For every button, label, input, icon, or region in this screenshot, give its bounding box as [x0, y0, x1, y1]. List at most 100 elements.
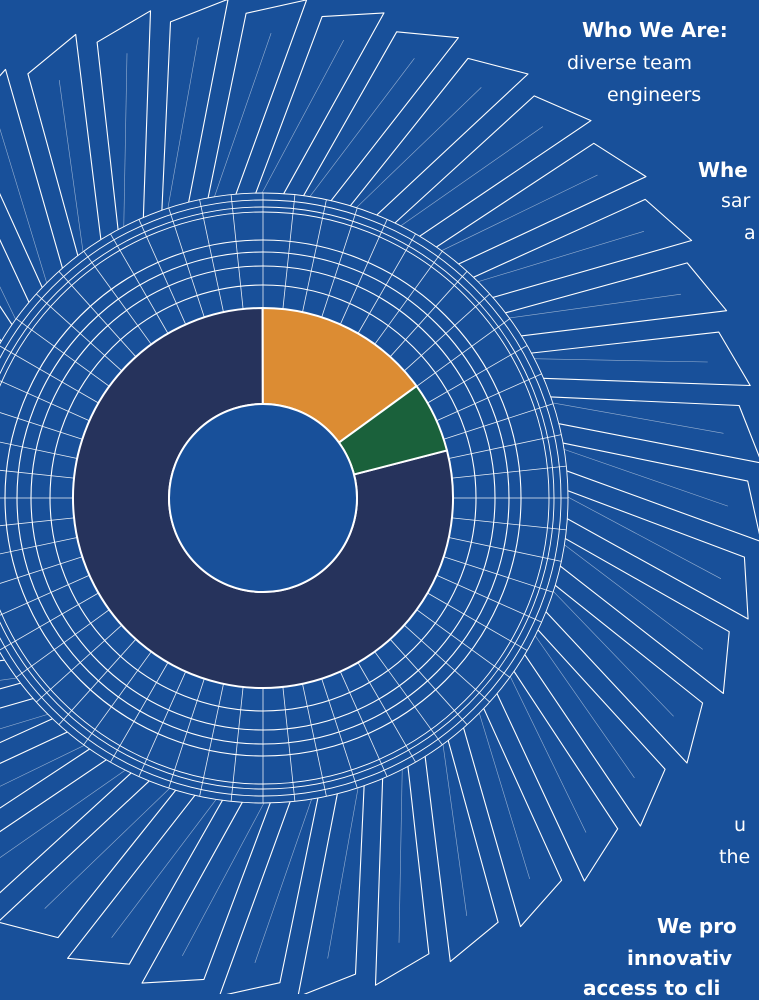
blade-detail-line	[58, 80, 85, 261]
we-provide-line-3: access to cli	[583, 976, 721, 1000]
hub-spoke	[436, 574, 542, 623]
donut-hub	[168, 403, 358, 593]
hub-spoke	[0, 441, 78, 459]
text-fragment-the: the	[719, 846, 751, 868]
blade-detail-line	[506, 668, 587, 833]
blade-outline	[417, 142, 647, 274]
hub-spoke	[199, 683, 224, 797]
hub-spoke	[416, 609, 511, 678]
we-provide-line-2: innovativ	[627, 946, 733, 970]
hub-spoke	[302, 199, 327, 313]
hub-spoke	[36, 293, 123, 372]
blade-detail-line	[349, 87, 482, 215]
hub-spoke	[58, 271, 137, 358]
hub-spoke	[0, 592, 99, 651]
hub-spoke	[357, 233, 416, 334]
blade-detail-line	[500, 293, 681, 320]
blade-detail-line	[546, 584, 674, 717]
hub-spoke	[321, 678, 358, 789]
blade-detail-line	[525, 358, 708, 363]
blade-detail-line	[0, 128, 50, 292]
blade-outline	[421, 718, 499, 963]
where-line-1: sar	[721, 190, 751, 212]
blade-detail-line	[529, 628, 635, 778]
hub-spoke	[0, 517, 75, 527]
blade-outline	[247, 12, 385, 214]
hub-spoke	[83, 651, 152, 746]
blade-outline	[456, 688, 563, 928]
blade-detail-line	[166, 37, 199, 218]
hub-spoke	[427, 592, 528, 651]
blade-outline	[141, 782, 279, 984]
hub-spoke	[110, 662, 169, 763]
hub-spoke	[302, 683, 327, 797]
blade-detail-line	[398, 760, 403, 943]
blade-outline	[487, 652, 619, 882]
hub-spoke	[15, 609, 110, 678]
hub-spoke	[403, 293, 490, 372]
blade-detail-line	[476, 704, 530, 879]
blade-detail-line	[393, 126, 543, 232]
blade-detail-line	[44, 781, 177, 909]
hub-spoke	[374, 250, 443, 345]
hub-spoke	[357, 662, 416, 763]
blade-detail-line	[433, 174, 598, 255]
hub-spoke	[0, 556, 83, 584]
blade-outline	[541, 438, 759, 542]
blade-detail-line	[257, 39, 344, 202]
blade-outline	[292, 31, 459, 219]
hub-spoke	[339, 671, 388, 777]
hub-spoke	[168, 207, 205, 318]
hub-spoke	[448, 537, 562, 562]
hub-spoke	[83, 250, 152, 345]
hub-spoke	[230, 686, 244, 802]
hub-spoke	[321, 207, 358, 318]
hub-spoke	[427, 345, 528, 404]
blade-detail-line	[0, 711, 57, 730]
hub-spoke	[451, 465, 567, 479]
hub-spoke	[230, 194, 244, 310]
hub-spoke	[389, 638, 468, 725]
blade-outline	[219, 776, 323, 994]
text-fragment-u: u	[734, 814, 747, 836]
blade-outline	[542, 527, 730, 694]
blade-outline	[483, 262, 728, 340]
blade-detail-line	[0, 286, 20, 328]
blade-outline	[378, 95, 592, 250]
hub-spoke	[389, 271, 468, 358]
blade-outline	[203, 0, 308, 220]
blade-outline	[530, 571, 704, 764]
who-we-are-heading: Who We Are:	[582, 18, 728, 42]
blade-detail-line	[304, 58, 415, 205]
where-heading: Whe	[698, 158, 748, 182]
hub-spoke	[416, 318, 511, 387]
hub-spoke	[0, 380, 90, 422]
blade-detail-line	[559, 492, 722, 579]
blade-detail-line	[469, 231, 644, 285]
blade-detail-line	[0, 764, 133, 859]
blade-detail-line	[182, 794, 269, 957]
hub-spoke	[0, 537, 78, 555]
blade-outline	[453, 198, 693, 305]
blade-detail-line	[555, 446, 728, 507]
hub-spoke	[138, 219, 187, 325]
blade-outline	[511, 613, 666, 827]
blade-detail-line	[543, 401, 724, 434]
hub-spoke	[36, 624, 123, 703]
blade-detail-line	[327, 778, 360, 959]
hub-spoke	[443, 556, 554, 593]
blade-detail-line	[441, 735, 468, 916]
hub-spoke	[443, 403, 554, 440]
hub-spoke	[451, 517, 567, 531]
blade-detail-line	[0, 741, 93, 787]
hub-spoke	[58, 638, 137, 725]
hub-spoke	[0, 469, 75, 479]
donut-slices	[72, 306, 454, 689]
we-provide-line-1: We pro	[657, 914, 737, 938]
hub-spoke	[199, 199, 224, 313]
who-we-are-line-2: engineers	[607, 84, 702, 106]
blade-detail-line	[123, 53, 128, 236]
hub-spoke	[282, 194, 296, 310]
hub-spoke	[339, 219, 388, 325]
